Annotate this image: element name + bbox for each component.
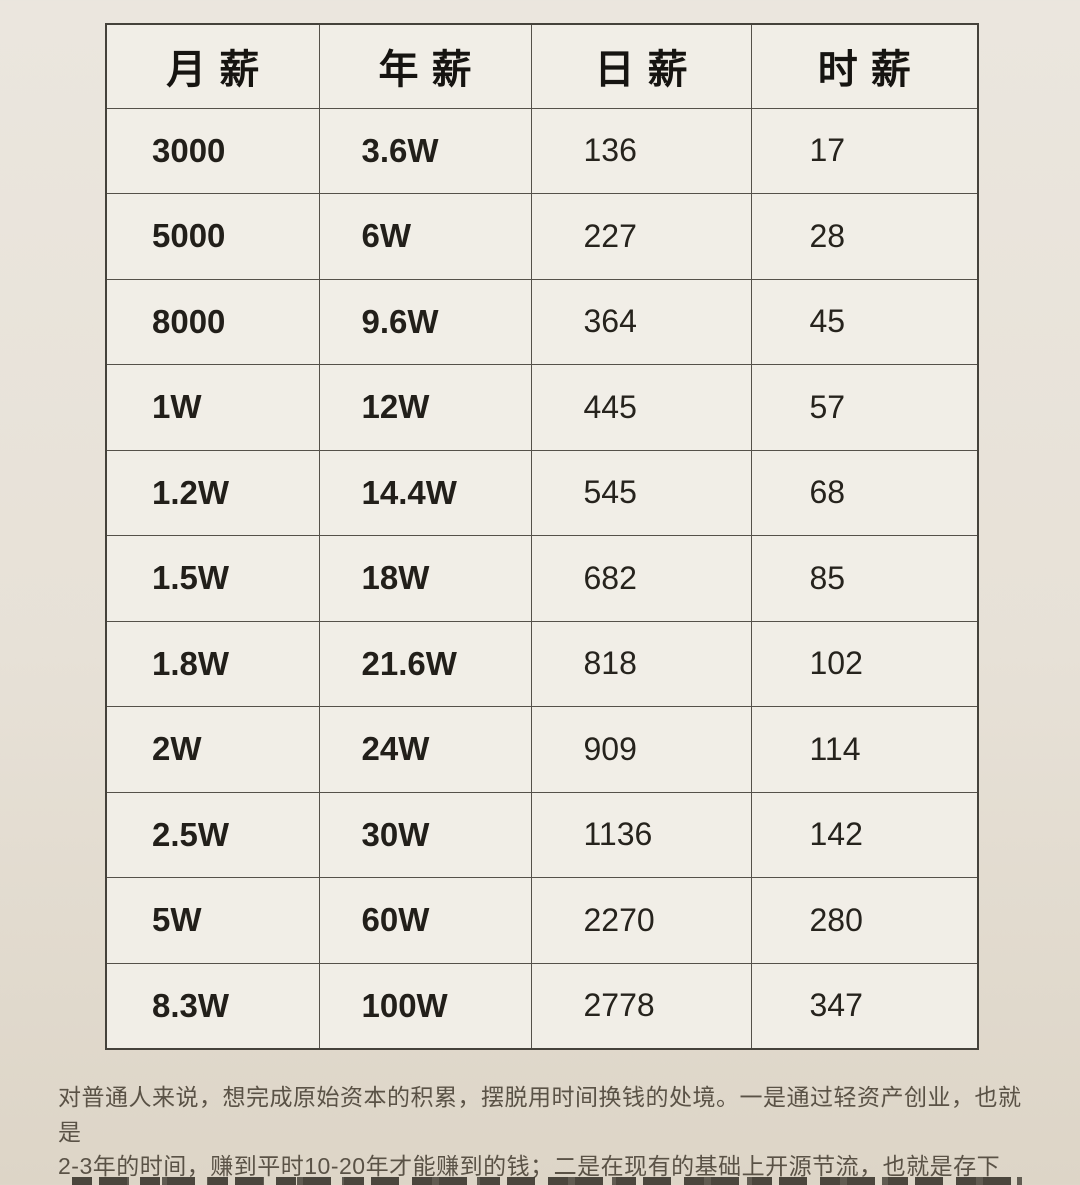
commentary-line-1: 对普通人来说，想完成原始资本的积累，摆脱用时间换钱的处境。一是通过轻资产创业，也… bbox=[58, 1084, 1022, 1145]
table-header-row: 月薪 年薪 日薪 时薪 bbox=[105, 23, 979, 109]
cell-monthly: 1.8W bbox=[105, 620, 320, 707]
cell-hourly: 280 bbox=[750, 877, 979, 964]
salary-conversion-table: 月薪 年薪 日薪 时薪 3000 3.6W 136 17 5000 6W 227 28 8000… bbox=[105, 23, 979, 1050]
cell-hourly: 17 bbox=[750, 107, 979, 194]
table-row: 8.3W 100W 2778 347 bbox=[105, 962, 979, 1049]
cell-monthly: 1.2W bbox=[105, 449, 320, 536]
cell-hourly: 102 bbox=[750, 620, 979, 707]
cell-monthly: 5000 bbox=[105, 193, 320, 280]
cell-monthly: 8000 bbox=[105, 278, 320, 365]
cell-monthly: 1.5W bbox=[105, 535, 320, 622]
cell-yearly: 100W bbox=[318, 962, 532, 1049]
cell-monthly: 1W bbox=[105, 364, 320, 451]
cell-yearly: 6W bbox=[318, 193, 532, 280]
table-row: 2W 24W 909 114 bbox=[105, 706, 979, 793]
cell-hourly: 57 bbox=[750, 364, 979, 451]
cell-daily: 136 bbox=[530, 107, 752, 194]
table-row: 1.2W 14.4W 545 68 bbox=[105, 449, 979, 536]
cell-monthly: 2.5W bbox=[105, 791, 320, 878]
header-hourly-salary: 时薪 bbox=[750, 23, 979, 109]
cell-daily: 909 bbox=[530, 706, 752, 793]
cell-daily: 227 bbox=[530, 193, 752, 280]
cell-hourly: 347 bbox=[750, 962, 979, 1049]
table-row: 5W 60W 2270 280 bbox=[105, 877, 979, 964]
table-row: 3000 3.6W 136 17 bbox=[105, 107, 979, 194]
cell-hourly: 114 bbox=[750, 706, 979, 793]
table-row: 1.8W 21.6W 818 102 bbox=[105, 620, 979, 707]
table-row: 2.5W 30W 1136 142 bbox=[105, 791, 979, 878]
cell-hourly: 68 bbox=[750, 449, 979, 536]
header-monthly-salary: 月薪 bbox=[105, 23, 320, 109]
cell-daily: 818 bbox=[530, 620, 752, 707]
cell-daily: 545 bbox=[530, 449, 752, 536]
cell-daily: 2778 bbox=[530, 962, 752, 1049]
cell-daily: 682 bbox=[530, 535, 752, 622]
cell-daily: 1136 bbox=[530, 791, 752, 878]
cell-monthly: 5W bbox=[105, 877, 320, 964]
salary-table-body: 3000 3.6W 136 17 5000 6W 227 28 8000 9.6W 364 45 1W 1… bbox=[105, 107, 979, 1049]
cell-hourly: 142 bbox=[750, 791, 979, 878]
cell-yearly: 24W bbox=[318, 706, 532, 793]
commentary-paragraph: 对普通人来说，想完成原始资本的积累，摆脱用时间换钱的处境。一是通过轻资产创业，也… bbox=[58, 1080, 1033, 1185]
table-row: 1W 12W 445 57 bbox=[105, 364, 979, 451]
header-daily-salary: 日薪 bbox=[530, 23, 752, 109]
cell-yearly: 18W bbox=[318, 535, 532, 622]
cell-monthly: 3000 bbox=[105, 107, 320, 194]
cell-yearly: 12W bbox=[318, 364, 532, 451]
cell-yearly: 3.6W bbox=[318, 107, 532, 194]
cell-hourly: 28 bbox=[750, 193, 979, 280]
cell-yearly: 30W bbox=[318, 791, 532, 878]
table-row: 5000 6W 227 28 bbox=[105, 193, 979, 280]
cell-monthly: 8.3W bbox=[105, 962, 320, 1049]
cell-monthly: 2W bbox=[105, 706, 320, 793]
cell-daily: 445 bbox=[530, 364, 752, 451]
table-row: 8000 9.6W 364 45 bbox=[105, 278, 979, 365]
cell-daily: 364 bbox=[530, 278, 752, 365]
cell-daily: 2270 bbox=[530, 877, 752, 964]
cropped-next-line-artifact bbox=[72, 1177, 1022, 1185]
cell-hourly: 45 bbox=[750, 278, 979, 365]
cell-yearly: 14.4W bbox=[318, 449, 532, 536]
table-row: 1.5W 18W 682 85 bbox=[105, 535, 979, 622]
cell-yearly: 21.6W bbox=[318, 620, 532, 707]
header-annual-salary: 年薪 bbox=[318, 23, 532, 109]
cell-yearly: 9.6W bbox=[318, 278, 532, 365]
commentary-line-2: 2-3年的时间，赚到平时10-20年才能赚到的钱；二是在现有的基础上开源节流，也… bbox=[58, 1153, 1001, 1179]
cell-hourly: 85 bbox=[750, 535, 979, 622]
cell-yearly: 60W bbox=[318, 877, 532, 964]
